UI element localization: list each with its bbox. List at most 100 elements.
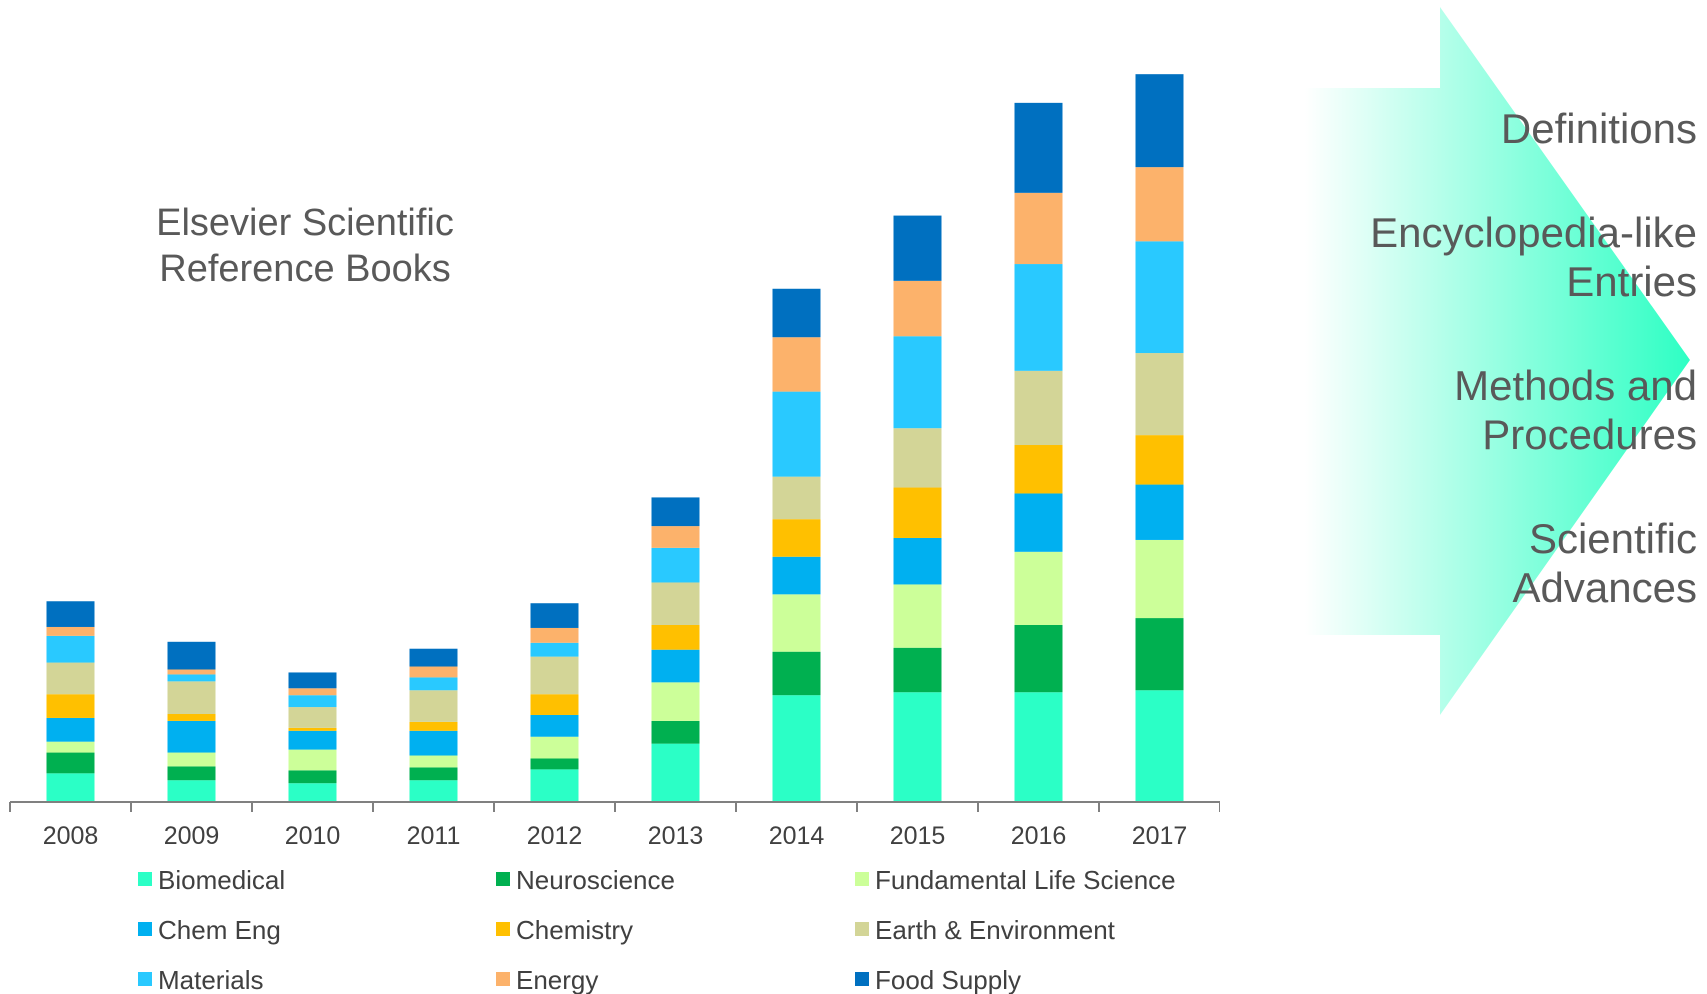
bar-segment	[772, 695, 821, 802]
bar-segment	[167, 720, 216, 753]
topic-line: Scientific	[1528, 515, 1697, 562]
legend-swatch	[496, 872, 510, 886]
bar-segment	[530, 714, 579, 737]
bar-segment	[288, 688, 337, 696]
x-tick-label: 2014	[769, 822, 825, 850]
legend-label: Fundamental Life Science	[875, 865, 1176, 895]
bar-segment	[530, 656, 579, 695]
bar-segment	[46, 635, 95, 663]
bar-segment	[46, 717, 95, 742]
bar-segment	[288, 730, 337, 750]
bar-segment	[167, 669, 216, 675]
chart-title-line-1: Elsevier Scientific	[156, 202, 454, 244]
bar-segment	[409, 677, 458, 691]
bar-segment	[651, 526, 700, 548]
bar-segment	[651, 582, 700, 625]
bar-segment	[46, 741, 95, 753]
bar-segment	[1135, 435, 1184, 485]
bar-segment	[1135, 353, 1184, 436]
topic-encyclopedia-entries: Encyclopedia-like Entries	[1277, 208, 1697, 306]
bar-segment	[167, 681, 216, 714]
bar-segment	[1135, 618, 1184, 691]
bar-segment	[893, 537, 942, 585]
bar-segment	[651, 743, 700, 802]
bar-segment	[167, 780, 216, 802]
bar-segment	[167, 674, 216, 682]
topic-methods-procedures: Methods and Procedures	[1277, 361, 1697, 459]
bar-segment	[1014, 192, 1063, 265]
bar-segment	[651, 497, 700, 527]
legend-swatch	[855, 872, 869, 886]
x-tick-label: 2012	[527, 822, 583, 850]
bar-segment	[893, 647, 942, 693]
bar-segment	[409, 767, 458, 781]
bar-segment	[409, 690, 458, 722]
chart-title-line-2: Reference Books	[159, 248, 451, 290]
bar-segment	[1014, 264, 1063, 371]
bar-segment	[772, 337, 821, 392]
bar-segment	[651, 547, 700, 583]
bar-segment	[409, 648, 458, 667]
topic-list: Definitions Encyclopedia-like Entries Me…	[1277, 104, 1697, 667]
bar-segment	[651, 682, 700, 721]
bar-segment	[288, 672, 337, 689]
x-axis: 2008 2009 2010 2011 2012 2013 2014 2015 2016 2017	[9, 801, 1220, 850]
bar-segment	[530, 603, 579, 628]
bar-segment	[651, 649, 700, 683]
bar-segment	[46, 773, 95, 802]
bar-segment	[530, 736, 579, 759]
x-tick-label: 2016	[1011, 822, 1067, 850]
topic-line: Advances	[1512, 564, 1697, 611]
legend-swatch	[138, 872, 152, 886]
bar-segment	[772, 594, 821, 652]
bar-segment	[288, 727, 337, 731]
bar-segment	[772, 476, 821, 520]
bar-segment	[1014, 551, 1063, 625]
legend-swatch	[496, 922, 510, 936]
legend-label: Energy	[516, 965, 598, 994]
bar-segment	[1135, 167, 1184, 242]
bar-segment	[167, 713, 216, 721]
bar-segment	[1135, 241, 1184, 354]
bar-segment	[651, 624, 700, 650]
bar-segment	[46, 694, 95, 718]
topic-line: Encyclopedia-like	[1370, 209, 1697, 256]
bar-segment	[530, 627, 579, 643]
bar-segment	[288, 770, 337, 784]
bar-segment	[409, 730, 458, 756]
bar-segment	[893, 487, 942, 538]
topic-definitions: Definitions	[1277, 104, 1697, 153]
bar-segment	[167, 641, 216, 670]
stacked-bar-chart: 2008 2009 2010 2011 2012 2013 2014 2015 2016 2017…	[9, 74, 1220, 994]
bar-segment	[46, 626, 95, 636]
bar-segment	[893, 215, 942, 281]
topic-line: Procedures	[1482, 411, 1697, 458]
bar-segment	[893, 692, 942, 802]
topic-line: Entries	[1566, 258, 1697, 305]
legend-swatch	[855, 922, 869, 936]
bar-segment	[772, 651, 821, 696]
bar-segment	[46, 601, 95, 627]
bar-segment	[167, 766, 216, 781]
bar-segment	[288, 695, 337, 708]
legend-label: Biomedical	[158, 865, 285, 895]
legend: Biomedical Neuroscience Fundamental Life S…	[138, 865, 1176, 994]
legend-swatch	[496, 972, 510, 986]
bar-segment	[651, 720, 700, 744]
bar-segment	[530, 642, 579, 657]
bar-segment	[772, 288, 821, 338]
bar-segment	[409, 755, 458, 768]
bar-segment	[772, 519, 821, 557]
x-tick-label: 2011	[407, 822, 461, 850]
bar-segment	[893, 280, 942, 337]
x-tick-label: 2017	[1132, 822, 1188, 850]
bar-segment	[772, 391, 821, 477]
bar-segment	[1014, 493, 1063, 552]
bar-segment	[46, 662, 95, 695]
topic-scientific-advances: Scientific Advances	[1277, 514, 1697, 612]
x-tick-label: 2013	[648, 822, 704, 850]
bar-segment	[1135, 74, 1184, 168]
bar-segment	[772, 556, 821, 595]
bar-segment	[893, 584, 942, 648]
